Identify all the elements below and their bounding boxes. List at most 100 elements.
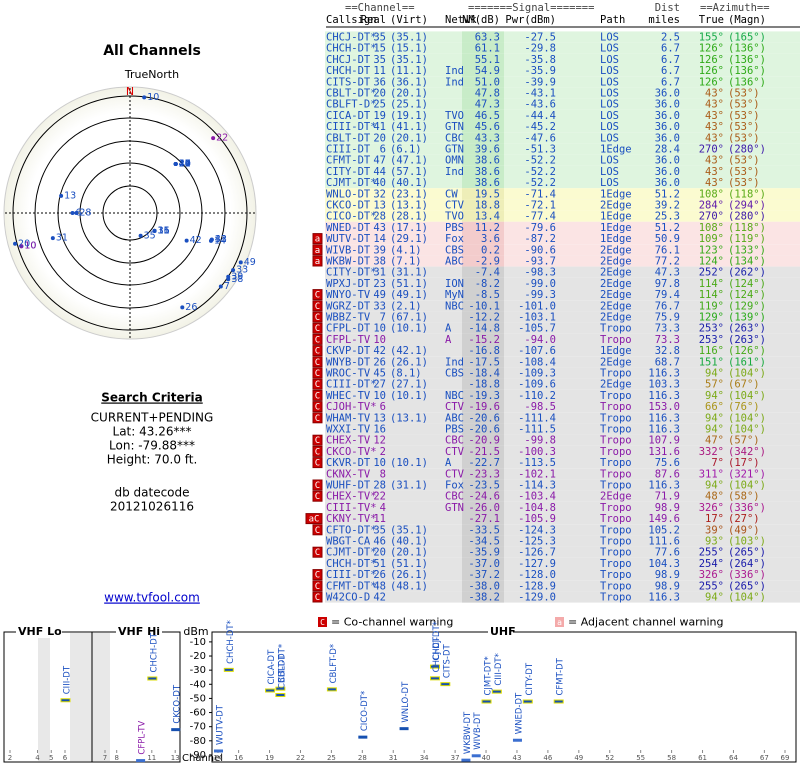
- x-tick-label: 13: [171, 754, 180, 762]
- cell: Tropo: [600, 401, 632, 413]
- cell: -22.7: [468, 457, 500, 469]
- cell: 47.3: [475, 99, 500, 111]
- station-dot: [59, 193, 64, 198]
- nm-bg: [462, 87, 504, 99]
- cell: -44.4: [524, 110, 556, 122]
- station-label: 20: [179, 158, 191, 169]
- column-header: Pwr(dBm): [505, 14, 556, 26]
- cell: -33.5: [468, 524, 500, 536]
- cell: 116.3: [648, 368, 680, 380]
- criteria: Lat: 43.26***: [113, 425, 192, 439]
- cell: (280°): [728, 211, 766, 223]
- station-label: 6: [76, 208, 82, 219]
- x-tick-label: 5: [49, 754, 53, 762]
- cell: 116.3: [648, 424, 680, 436]
- cell: (136°): [728, 43, 766, 55]
- band-label: VHF Lo: [18, 625, 62, 638]
- cell: 42: [373, 345, 386, 357]
- cell: 36.0: [655, 88, 680, 100]
- row-bg: [325, 580, 800, 592]
- station-label: 22: [216, 133, 228, 144]
- y-axis-label: dBm: [183, 625, 208, 638]
- cell: 254°: [699, 558, 724, 570]
- signal-mark: [275, 693, 286, 698]
- cell: -103.4: [518, 491, 556, 503]
- y-tick-label: -40: [190, 679, 206, 690]
- cell: -10.1: [468, 300, 500, 312]
- cell: Tropo: [600, 524, 632, 536]
- cell: -109.6: [518, 379, 556, 391]
- cell: 44: [373, 166, 386, 178]
- shade: [38, 633, 50, 761]
- cell: -79.6: [524, 222, 556, 234]
- cell: 255°: [699, 580, 724, 592]
- warning: C: [312, 322, 323, 334]
- datecode-label: db datecode: [114, 486, 189, 500]
- cell: 73.3: [655, 334, 680, 346]
- station-label: 49: [244, 257, 256, 268]
- cell: 116.3: [648, 390, 680, 402]
- cell: (265°): [728, 580, 766, 592]
- warning-text: C: [315, 380, 320, 390]
- cell: 94°: [705, 390, 724, 402]
- cell: (31.1): [390, 267, 428, 279]
- x-tick-label: 55: [636, 754, 645, 762]
- cell: 43°: [705, 110, 724, 122]
- cell: LOS: [600, 177, 619, 189]
- cell: (104°): [728, 480, 766, 492]
- cell: -16.8: [468, 345, 500, 357]
- row-bg: [325, 165, 800, 177]
- cell: 36: [373, 76, 386, 88]
- station-dot: [70, 211, 75, 215]
- cell: -43.6: [524, 99, 556, 111]
- nm-bg: [462, 65, 504, 77]
- cell: 39.2: [655, 200, 680, 212]
- row-bg: [325, 401, 800, 413]
- cell: (20.1): [390, 132, 428, 144]
- cell: 126°: [699, 54, 724, 66]
- cell: 47°: [705, 435, 724, 447]
- cell: (51.1): [390, 278, 428, 290]
- row-bg: [325, 457, 800, 469]
- cell: (104°): [728, 368, 766, 380]
- cell: Tropo: [600, 368, 632, 380]
- cell: CJOH-TV*: [326, 401, 377, 413]
- cell: Tropo: [600, 323, 632, 335]
- cell: 45.6: [475, 121, 500, 133]
- cell: Tropo: [600, 457, 632, 469]
- warning-box: [312, 389, 323, 401]
- cell: 17°: [705, 513, 724, 525]
- cell: (67.1): [390, 312, 428, 324]
- row-bg: [325, 524, 800, 536]
- cell: CKVR-DT: [326, 457, 371, 469]
- warning-box: [312, 445, 323, 457]
- cell: Tropo: [600, 502, 632, 514]
- cell: 124°: [699, 256, 724, 268]
- cell: 23: [373, 278, 386, 290]
- warning: C: [312, 546, 323, 558]
- cell: 7°: [711, 457, 724, 469]
- cell: 35: [373, 54, 386, 66]
- cell: CKCO-TV*: [326, 446, 377, 458]
- warning: C: [312, 524, 323, 536]
- cell: WIVB-DT: [326, 244, 371, 256]
- cell: (47.1): [390, 155, 428, 167]
- cell: 22: [373, 491, 386, 503]
- cell: 94°: [705, 412, 724, 424]
- nm-bg: [462, 188, 504, 200]
- cell: (321°): [728, 468, 766, 480]
- cell: 105.2: [648, 524, 680, 536]
- cell: (104°): [728, 390, 766, 402]
- warning-text: C: [315, 347, 320, 357]
- signal-mark: [171, 728, 181, 732]
- nm-bg: [462, 490, 504, 502]
- cell: Tropo: [600, 580, 632, 592]
- cell: CHEX-TV*: [326, 491, 377, 503]
- station-label: 10: [24, 241, 36, 252]
- nm-bg: [462, 31, 504, 43]
- site-link[interactable]: www.tvfool.com: [104, 591, 200, 605]
- cell: OMN: [445, 155, 464, 167]
- cell: (136°): [728, 54, 766, 66]
- cell: -18.4: [468, 368, 500, 380]
- warning-box: [312, 412, 323, 424]
